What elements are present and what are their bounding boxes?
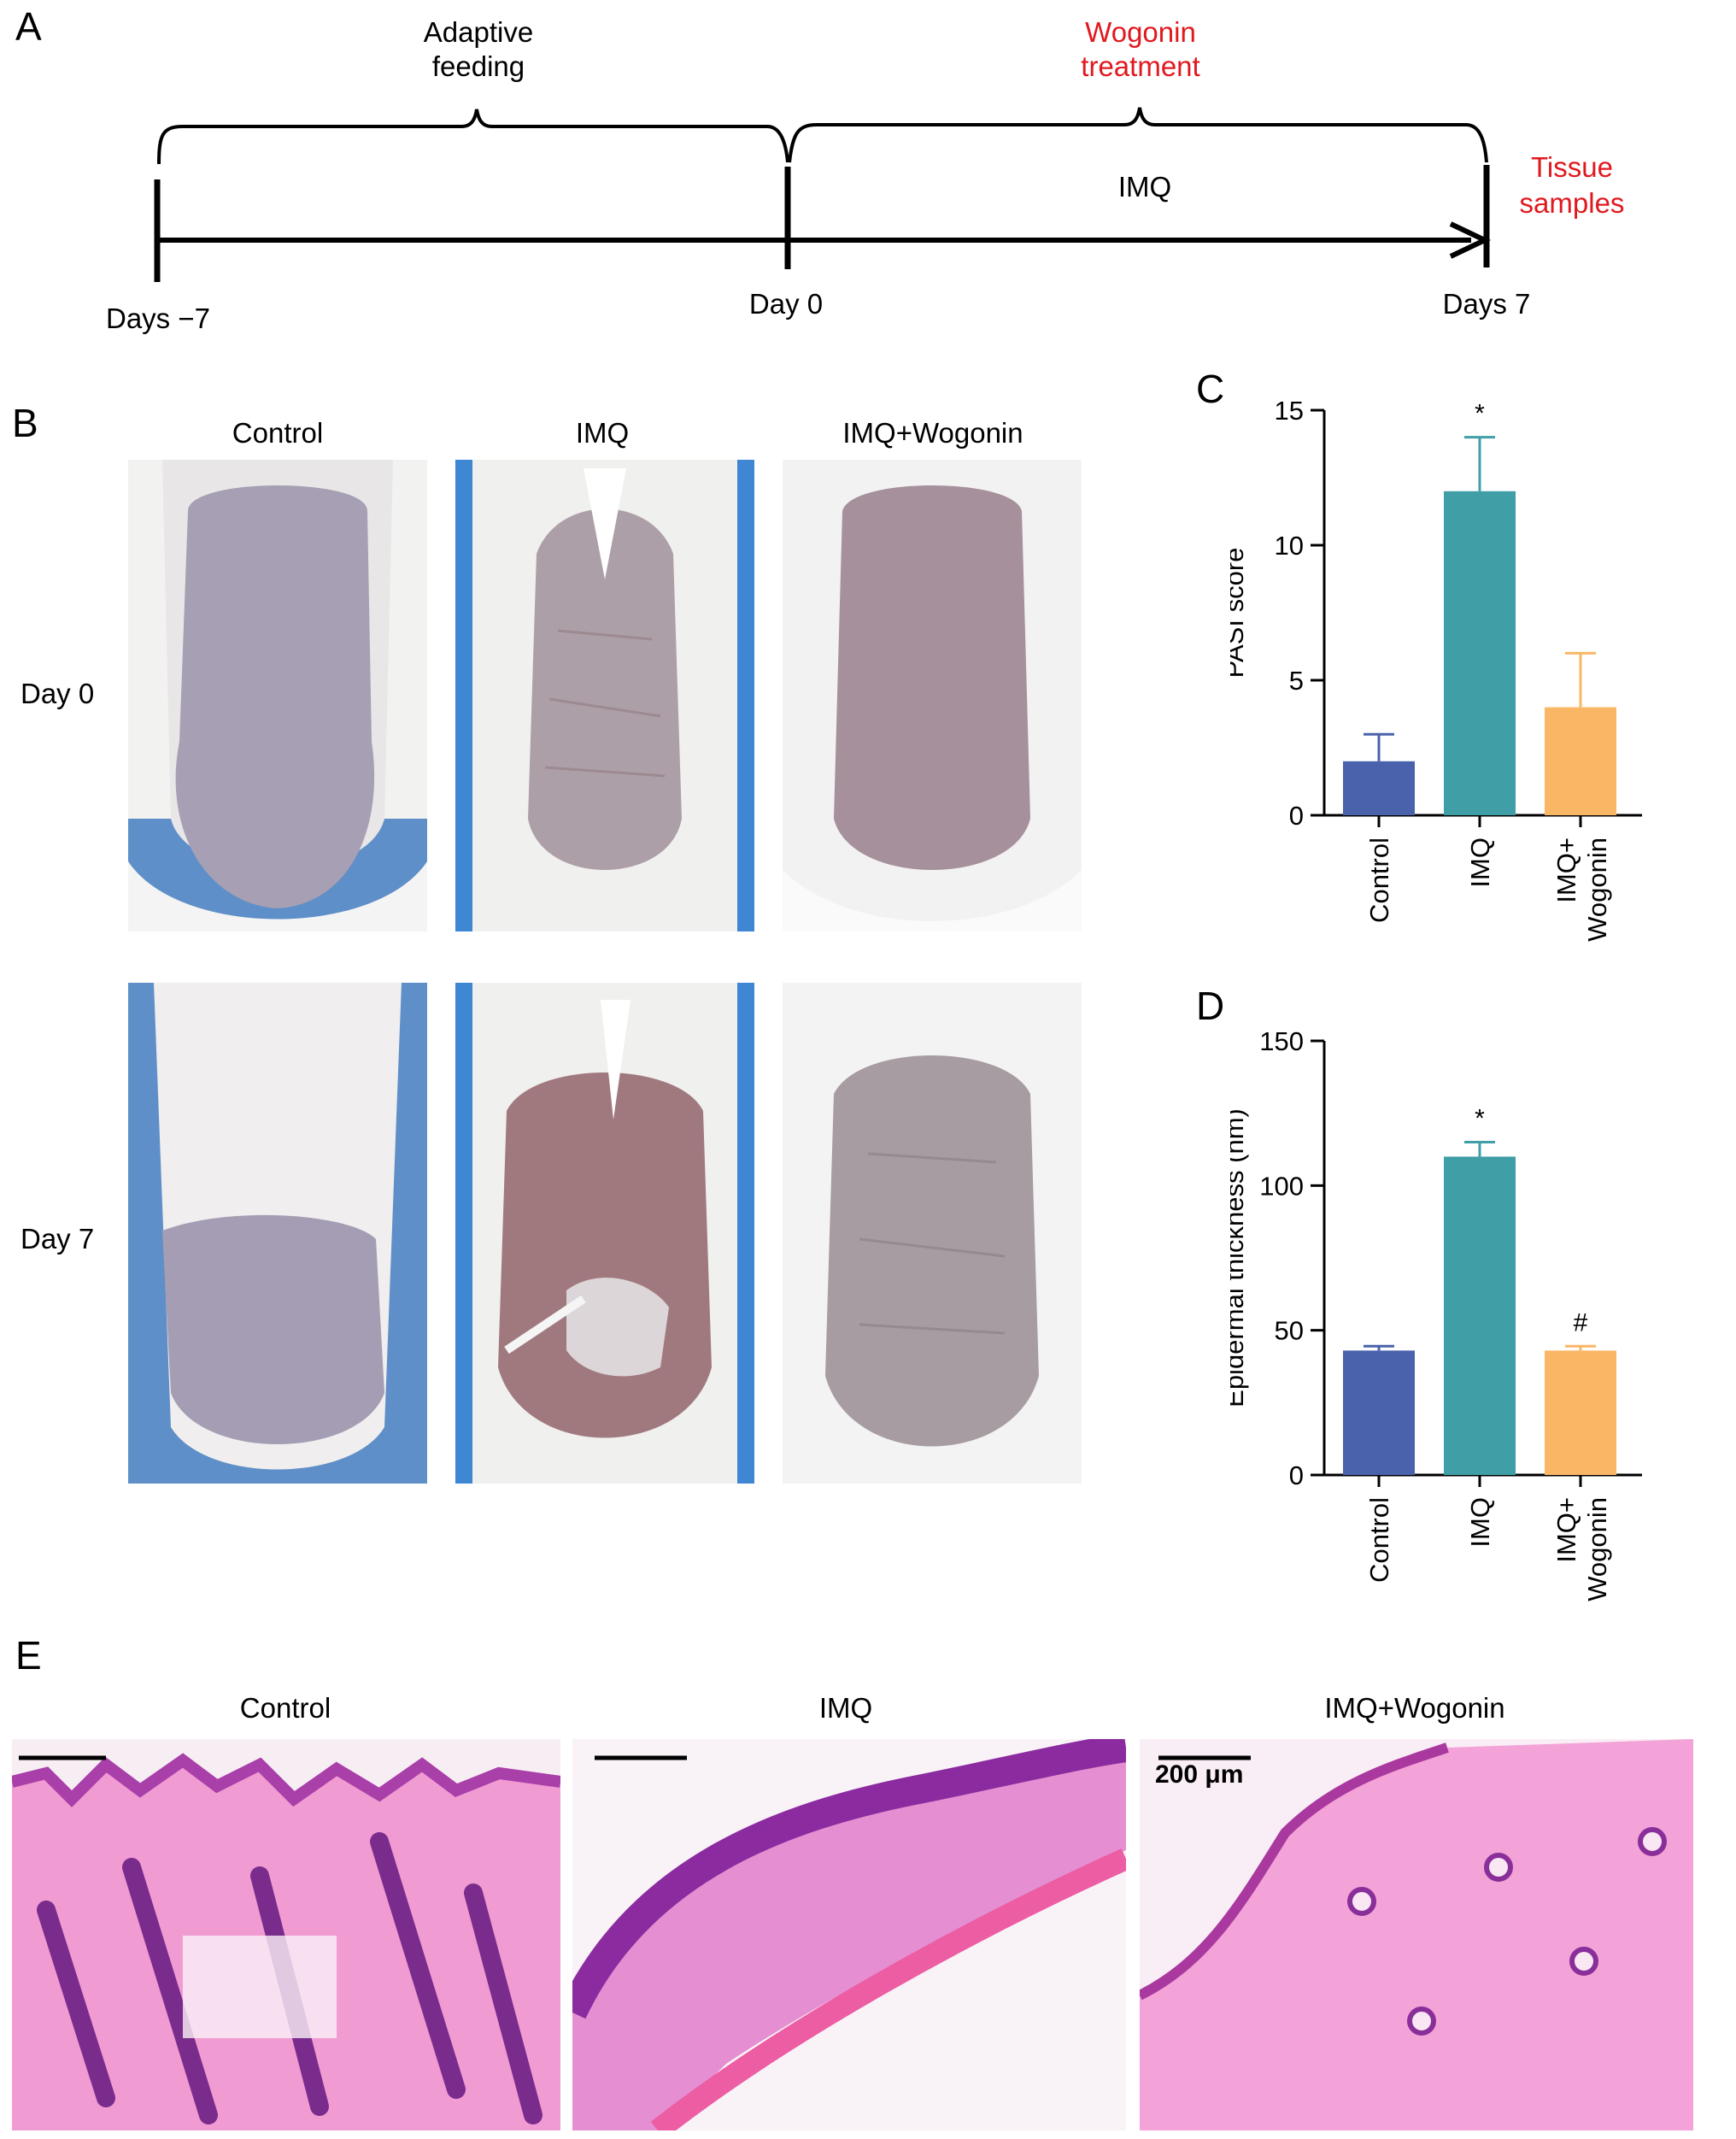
panel-letter-b: B [12,401,38,445]
y-tick-label: 100 [1259,1171,1304,1201]
x-tick-label: Control [1364,837,1394,923]
imq-phase-label: IMQ [1117,171,1172,203]
panel-letter-a: A [15,4,42,49]
bar [1444,1156,1516,1475]
y-tick-label: 15 [1275,396,1304,426]
panel-letter-c: C [1196,367,1225,411]
chart-pasi-score: 0 5 10 15 PASI score Control * IMQ IMQ+Wogonin [1230,396,1642,942]
day-minus-seven-label: Days −7 [106,303,210,334]
tissue-samples-label: Tissue samples [1519,151,1625,219]
histology-imq-wogonin [1140,1739,1693,2130]
photo-imq-wogonin-day0 [783,460,1082,931]
adaptive-feeding-label: Adaptive feeding [423,16,534,82]
wogonin-treatment-label: Wogonin treatment [1081,16,1200,82]
y-tick-label: 5 [1289,666,1304,696]
timeline-arrowhead [1449,221,1491,259]
wogonin-treatment-brace [788,107,1488,163]
photo-row-day0: Day 0 [21,678,95,709]
x-tick-label: IMQ+Wogonin [1551,837,1612,942]
x-tick-label: IMQ [1465,837,1495,888]
significance-marker: * [1475,400,1485,428]
x-tick-label: IMQ [1465,1497,1495,1548]
y-axis-label: PASI score [1230,548,1249,679]
x-tick-label: IMQ+Wogonin [1551,1497,1612,1601]
histology-col-control: Control [239,1692,331,1724]
adaptive-feeding-brace [157,109,789,165]
photo-col-control: Control [232,417,324,449]
histology-imq [572,1739,1126,2130]
histology-control [12,1739,560,2130]
photo-control-day0 [128,460,427,931]
bar [1545,1350,1616,1475]
bar [1343,1350,1415,1475]
significance-marker: # [1574,1308,1588,1337]
photo-imq-day7 [455,983,754,1484]
panel-letter-e: E [15,1633,42,1678]
bar [1343,761,1415,815]
panel-letter-d: D [1196,984,1225,1028]
photo-control-day7 [128,983,427,1484]
y-tick-label: 0 [1289,801,1304,831]
chart-epidermal-thickness: 0 50 100 150 Epidermal thickness (nm) Control… [1230,1026,1642,1601]
day-seven-label: Days 7 [1442,288,1531,320]
bar [1545,707,1616,815]
timeline-diagram [154,107,1491,282]
photo-col-imq: IMQ [575,417,630,449]
photo-col-imq-wogonin: IMQ+Wogonin [842,417,1023,449]
significance-marker: * [1475,1105,1485,1133]
y-tick-label: 50 [1275,1316,1304,1346]
y-tick-label: 10 [1275,531,1304,561]
y-tick-label: 0 [1289,1460,1304,1490]
photo-row-day7: Day 7 [21,1223,95,1255]
histology-col-imq-wogonin: IMQ+Wogonin [1324,1692,1505,1724]
y-axis-label: Epidermal thickness (nm) [1230,1108,1249,1407]
day-zero-label: Day 0 [748,288,824,320]
histology-col-imq: IMQ [818,1692,873,1724]
bar [1444,491,1516,815]
y-tick-label: 150 [1259,1026,1304,1056]
scale-bar-label: 200 μm [1155,1760,1244,1789]
x-tick-label: Control [1364,1497,1394,1583]
photo-imq-wogonin-day7 [783,983,1082,1484]
photo-imq-day0 [455,460,754,931]
